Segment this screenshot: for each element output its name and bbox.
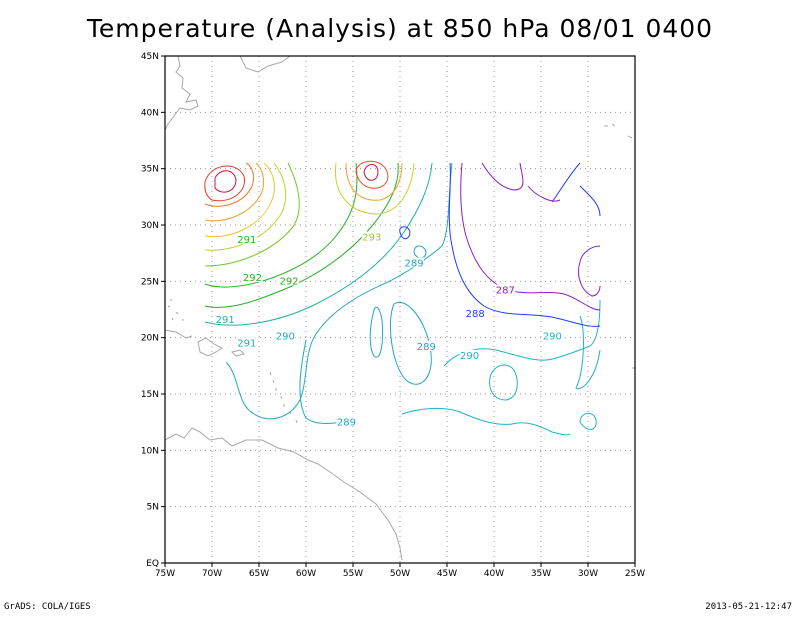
contour-label: 290 bbox=[460, 351, 479, 362]
contour-teal-290 bbox=[204, 162, 433, 326]
x-tick-label: 75W bbox=[155, 569, 175, 579]
contour-red-core bbox=[214, 170, 237, 193]
contour-blue-eye-1 bbox=[399, 226, 411, 240]
y-tick-label: EQ bbox=[146, 559, 159, 569]
y-tick-label: 40N bbox=[141, 108, 159, 118]
coastline-hispaniola bbox=[197, 337, 223, 357]
contour-label-bg bbox=[242, 272, 263, 283]
x-tick-label: 70W bbox=[202, 569, 222, 579]
contour-label: 290 bbox=[543, 332, 562, 343]
contour-purple-287-ring bbox=[481, 162, 601, 297]
contour-label: 290 bbox=[276, 332, 295, 343]
contour-blue-eye-2 bbox=[413, 245, 427, 259]
x-tick-label: 35W bbox=[531, 569, 551, 579]
timestamp: 2013-05-21-12:47 bbox=[705, 602, 792, 612]
contour-green-292 bbox=[204, 162, 358, 288]
contour-blue-288-ne bbox=[551, 162, 601, 217]
gridlines bbox=[165, 56, 635, 563]
grads-credit: GrADS: COLA/IGES bbox=[4, 602, 91, 612]
coastlines bbox=[164, 55, 635, 561]
contour-cyan-island-1 bbox=[369, 306, 383, 358]
contour-orange-central-1 bbox=[355, 160, 389, 189]
contour-label: 288 bbox=[466, 309, 485, 320]
contour-purple-287 bbox=[460, 162, 601, 311]
contour-label-bg bbox=[275, 330, 296, 341]
contour-yellow-1 bbox=[204, 162, 275, 238]
contour-label-bg bbox=[279, 275, 300, 286]
x-tick-label: 50W bbox=[390, 569, 410, 579]
x-tick-label: 65W bbox=[249, 569, 269, 579]
y-tick-label: 15N bbox=[141, 390, 159, 400]
y-tick-label: 30N bbox=[141, 221, 159, 231]
contour-yellow-central bbox=[335, 162, 415, 215]
coastline-lesser-antilles bbox=[269, 371, 298, 424]
contour-teal-blob-2 bbox=[579, 413, 597, 430]
x-tick-label: 45W bbox=[437, 569, 457, 579]
contour-yellow-2 bbox=[204, 162, 287, 251]
contour-lime bbox=[204, 162, 300, 267]
contour-label: 291 bbox=[237, 338, 256, 349]
temperature-contours bbox=[204, 160, 601, 436]
y-tick-label: 20N bbox=[141, 334, 159, 344]
coastline-caribbean-islands-east bbox=[604, 123, 635, 369]
contour-label-bg bbox=[416, 340, 437, 351]
contour-cyan-289 bbox=[225, 162, 453, 420]
contour-label: 292 bbox=[243, 273, 262, 284]
contour-label: 289 bbox=[417, 342, 436, 353]
coastline-cuba bbox=[164, 329, 193, 339]
contour-labels: 291 293 292 292 291 291 290 289 287 288 290 289 290 2… bbox=[215, 231, 563, 428]
contour-label-bg bbox=[465, 308, 486, 319]
contour-label: 289 bbox=[337, 417, 356, 428]
coastline-maritimes bbox=[239, 55, 291, 73]
contour-label-bg bbox=[361, 231, 382, 242]
contour-label-bg bbox=[459, 349, 480, 360]
contour-label-bg bbox=[336, 416, 357, 427]
x-axis-ticks: 75W 70W 65W 60W 55W 50W 45W 40W 35W 30W 25W bbox=[155, 563, 645, 579]
contour-orange-central-2 bbox=[345, 162, 403, 201]
y-axis-ticks: EQ 5N 10N 15N 20N 25N 30N 35N 40N 45N bbox=[141, 52, 165, 569]
contour-green-291 bbox=[204, 162, 399, 308]
contour-orange-1 bbox=[204, 162, 255, 207]
contour-teal-blob-1 bbox=[489, 364, 518, 401]
y-tick-label: 45N bbox=[141, 52, 159, 62]
contour-label-bg bbox=[495, 284, 516, 295]
x-tick-label: 25W bbox=[625, 569, 645, 579]
contour-blue-288 bbox=[448, 162, 601, 327]
contour-label-bg bbox=[215, 313, 236, 324]
contour-label: 291 bbox=[216, 315, 235, 326]
y-tick-label: 25N bbox=[141, 277, 159, 287]
contour-red-central bbox=[363, 164, 379, 181]
contour-label-bg bbox=[236, 233, 257, 244]
contour-teal-east-edge bbox=[575, 315, 601, 390]
contour-teal-290-east bbox=[443, 299, 601, 367]
x-tick-label: 60W bbox=[296, 569, 316, 579]
coastline-south-america bbox=[164, 427, 403, 561]
contour-label: 291 bbox=[237, 235, 256, 246]
x-tick-label: 40W bbox=[484, 569, 504, 579]
contour-label-bg bbox=[236, 337, 257, 348]
contour-teal-290-south bbox=[401, 407, 571, 436]
contour-label-bg bbox=[404, 257, 425, 268]
contour-label: 289 bbox=[405, 258, 424, 269]
contour-label: 292 bbox=[280, 276, 299, 287]
coastline-north-america bbox=[164, 55, 199, 131]
coastline-bahamas bbox=[167, 299, 184, 321]
map-title: Temperature (Analysis) at 850 hPa 08/01 … bbox=[86, 14, 714, 43]
coastline-puerto-rico bbox=[231, 349, 245, 357]
contour-label: 287 bbox=[496, 285, 515, 296]
x-tick-label: 55W bbox=[343, 569, 363, 579]
contour-orange-2 bbox=[204, 162, 265, 222]
y-tick-label: 35N bbox=[141, 165, 159, 175]
contour-label-bg bbox=[542, 330, 563, 341]
contour-cyan-island-2 bbox=[389, 301, 432, 385]
contour-red-ring bbox=[204, 165, 246, 202]
contour-label: 293 bbox=[362, 233, 381, 244]
y-tick-label: 5N bbox=[147, 503, 159, 513]
x-tick-label: 30W bbox=[578, 569, 598, 579]
y-tick-label: 10N bbox=[141, 446, 159, 456]
contour-cyan-289-south bbox=[299, 339, 351, 424]
